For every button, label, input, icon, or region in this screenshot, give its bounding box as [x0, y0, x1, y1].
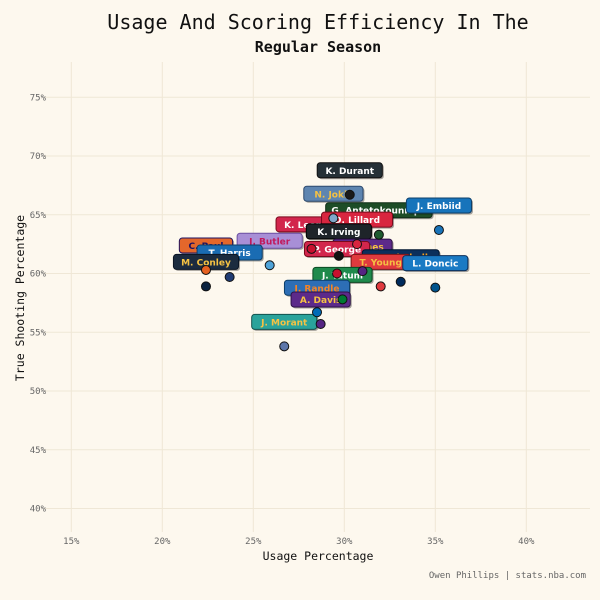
- x-tick-label: 20%: [154, 537, 171, 547]
- player-label: J. Morant: [251, 313, 319, 331]
- x-axis-ticks: 15% 20% 25% 30% 35% 40%: [63, 537, 535, 547]
- chart-title: Usage And Scoring Efficiency In The: [107, 10, 528, 34]
- player-point: [279, 341, 290, 352]
- player-point: [373, 229, 384, 240]
- y-axis-label: True Shooting Percentage: [13, 215, 27, 381]
- x-tick-label: 40%: [518, 537, 535, 547]
- x-tick-label: 15%: [63, 537, 80, 547]
- x-tick-label: 35%: [427, 537, 444, 547]
- player-label-text: L. Doncic: [412, 260, 458, 270]
- player-point: [352, 239, 363, 250]
- player-label-text: A. Davis: [300, 296, 342, 306]
- player-label-text: J. Embiid: [416, 202, 461, 212]
- player-label-box: [290, 291, 351, 308]
- player-label-text: J. Randle: [294, 284, 340, 294]
- player-label-text: K. Durant: [325, 167, 374, 177]
- player-label-box: [402, 255, 469, 272]
- player-point: [430, 282, 441, 293]
- player-point: [344, 189, 355, 200]
- player-label: A. Davis: [290, 291, 352, 309]
- player-points: [200, 189, 444, 352]
- player-label: K. Durant: [316, 162, 384, 180]
- player-label: M. Conley: [172, 253, 241, 271]
- player-point: [357, 266, 368, 277]
- y-tick-label: 45%: [30, 446, 47, 456]
- y-tick-label: 50%: [30, 387, 47, 397]
- player-point: [337, 294, 348, 305]
- y-tick-label: 40%: [30, 505, 47, 515]
- y-tick-label: 60%: [30, 270, 47, 280]
- player-point: [433, 225, 444, 236]
- caption: Owen Phillips | stats.nba.com: [429, 571, 586, 581]
- y-tick-label: 65%: [30, 211, 47, 221]
- player-label-text: D. Lillard: [334, 216, 380, 226]
- player-label: J. Embiid: [405, 197, 473, 215]
- player-label-text: M. Conley: [181, 258, 231, 268]
- player-label: K. Irving: [305, 223, 373, 241]
- chart-subtitle: Regular Season: [255, 38, 381, 56]
- player-point: [264, 260, 275, 271]
- x-axis-label: Usage Percentage: [263, 549, 374, 563]
- player-label-text: J. Butler: [248, 237, 291, 247]
- player-point: [332, 268, 343, 279]
- player-label-text: K. Irving: [317, 228, 360, 238]
- player-point: [200, 281, 211, 292]
- player-label-box: [316, 162, 383, 179]
- player-label-text: P. George: [313, 246, 361, 256]
- player-label-text: J. Tatum: [321, 271, 363, 281]
- x-tick-label: 25%: [245, 537, 262, 547]
- player-point: [333, 250, 344, 261]
- player-point: [200, 264, 211, 275]
- player-label-text: N. Jokic: [314, 190, 352, 200]
- player-point: [375, 281, 386, 292]
- player-label: L. Doncic: [402, 255, 470, 273]
- player-point: [224, 272, 235, 283]
- player-label: N. Jokic: [303, 185, 365, 203]
- y-tick-label: 75%: [30, 93, 47, 103]
- grid: [44, 62, 590, 532]
- player-label-text: T. Young: [359, 258, 401, 268]
- y-axis-ticks: 40% 45% 50% 55% 60% 65% 70% 75%: [30, 93, 47, 514]
- player-point: [328, 213, 339, 224]
- player-label-box: [405, 197, 472, 214]
- player-point: [395, 276, 406, 287]
- player-point: [306, 243, 317, 254]
- y-tick-label: 55%: [30, 328, 47, 338]
- player-point: [312, 307, 322, 318]
- player-point: [315, 319, 326, 330]
- x-tick-label: 30%: [336, 537, 353, 547]
- player-label-text: J. Morant: [260, 318, 308, 328]
- y-tick-label: 70%: [30, 152, 47, 162]
